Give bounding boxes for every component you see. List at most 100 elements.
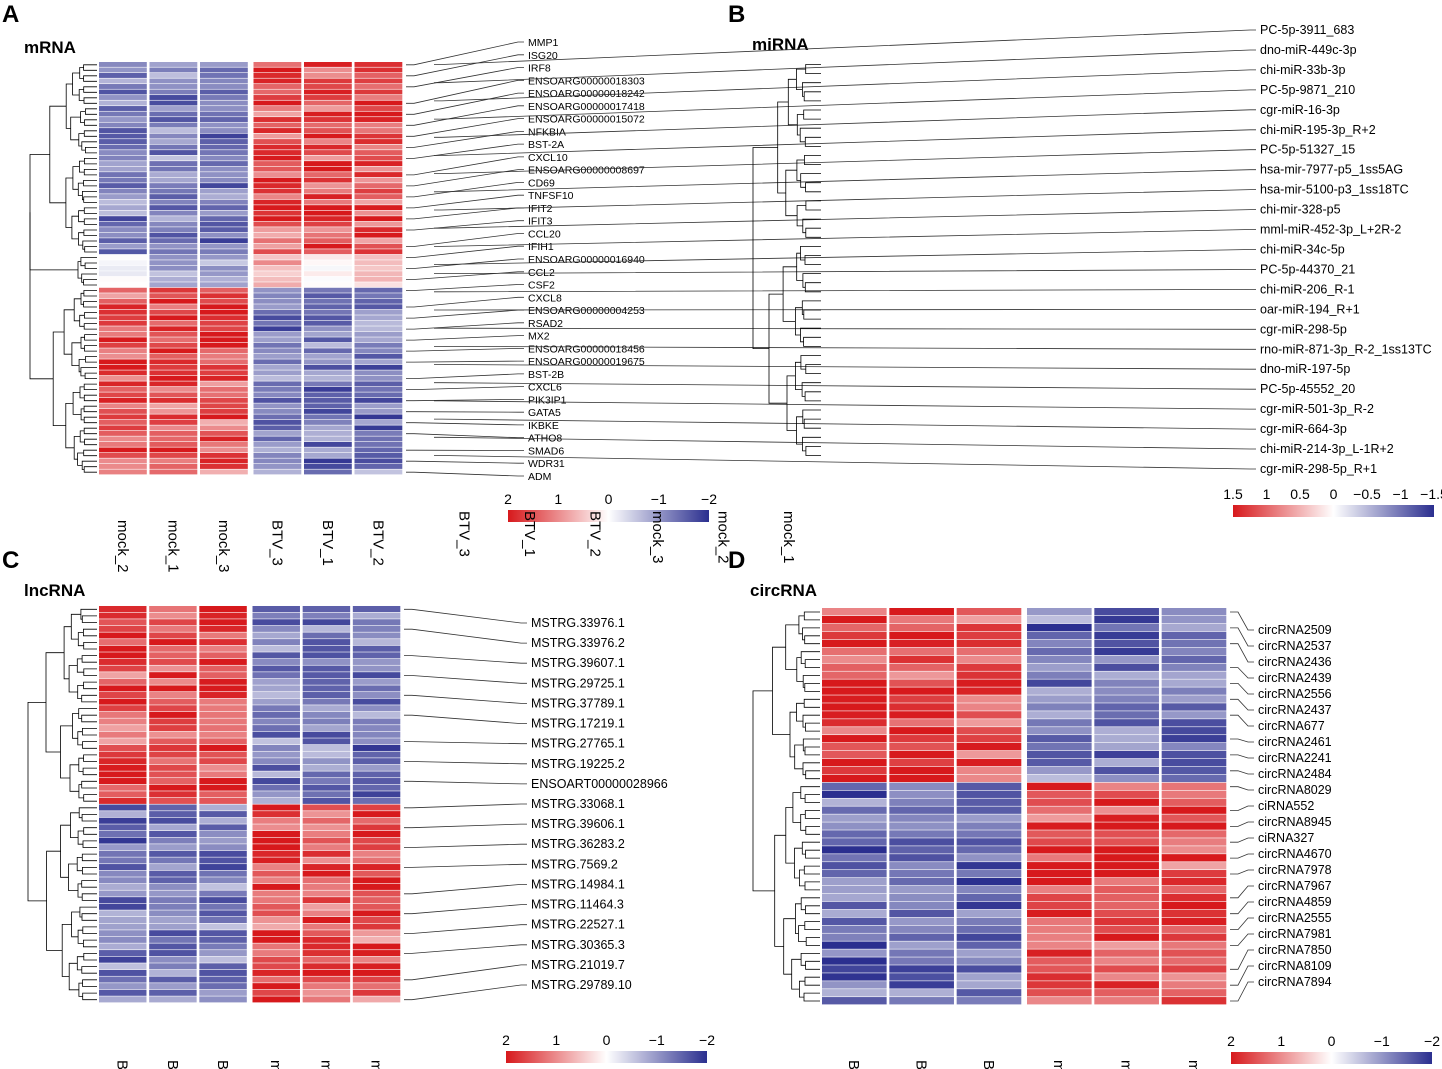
dendrogram-branch bbox=[79, 386, 85, 399]
heatmap-cell bbox=[822, 941, 887, 949]
heatmap-cell bbox=[1161, 615, 1227, 624]
heatmap-cell bbox=[149, 705, 197, 712]
row-label: ciRNA552 bbox=[1258, 799, 1314, 813]
row-label: circRNA2461 bbox=[1258, 735, 1332, 749]
heatmap-cell bbox=[1161, 790, 1227, 798]
heatmap-cell bbox=[352, 645, 401, 652]
label-connector bbox=[404, 714, 527, 724]
heatmap-cell bbox=[352, 652, 401, 659]
row-label: ENSOARG00000017418 bbox=[528, 101, 645, 113]
panel-letter: B bbox=[728, 1, 745, 28]
heatmap-cell bbox=[253, 320, 302, 326]
heatmap-cell bbox=[149, 232, 198, 238]
heatmap-cell bbox=[1161, 774, 1227, 783]
heatmap-cell bbox=[200, 166, 248, 172]
heatmap-cell bbox=[304, 370, 352, 376]
heatmap-cell bbox=[252, 976, 300, 983]
label-connector bbox=[434, 400, 1256, 410]
dendrogram-branch bbox=[787, 78, 798, 126]
label-connector bbox=[434, 49, 1256, 84]
heatmap-cell bbox=[149, 963, 197, 970]
dendrogram-branch bbox=[84, 119, 97, 126]
heatmap-cell bbox=[149, 95, 198, 100]
heatmap-cell bbox=[352, 943, 401, 950]
heatmap-cell bbox=[956, 870, 1022, 878]
heatmap-cell bbox=[149, 698, 197, 705]
heatmap-cell bbox=[1161, 830, 1227, 838]
heatmap-cell bbox=[889, 917, 954, 925]
dendrogram-branch bbox=[805, 722, 820, 732]
heatmap-cell bbox=[956, 687, 1022, 695]
dendrogram-branch bbox=[71, 911, 80, 938]
heatmap-cell bbox=[956, 790, 1022, 798]
heatmap-cell bbox=[352, 903, 401, 910]
heatmap-cell bbox=[352, 996, 401, 1003]
heatmap-cell bbox=[253, 117, 302, 122]
row-label: MSTRG.27765.1 bbox=[531, 737, 625, 751]
heatmap-cell bbox=[352, 811, 401, 818]
heatmap-cell bbox=[252, 804, 300, 811]
label-connector bbox=[404, 884, 527, 895]
heatmap-cell bbox=[99, 969, 147, 976]
heatmap-cell bbox=[354, 403, 403, 409]
heatmap-cell bbox=[889, 679, 954, 687]
heatmap-cell bbox=[956, 846, 1022, 854]
heatmap-cell bbox=[99, 260, 147, 266]
heatmap-cell bbox=[252, 963, 300, 970]
heatmap-cell bbox=[822, 782, 887, 791]
dendrogram-branch bbox=[77, 632, 84, 647]
dendrogram-branch bbox=[777, 101, 789, 194]
heatmap-cell bbox=[200, 436, 248, 442]
heatmap-cell bbox=[822, 901, 887, 910]
heatmap-cell bbox=[1027, 766, 1092, 775]
heatmap-cell bbox=[304, 397, 352, 403]
heatmap-cell bbox=[352, 751, 401, 758]
heatmap-cell bbox=[1161, 735, 1227, 743]
row-label: MSTRG.14984.1 bbox=[531, 877, 625, 891]
heatmap-cell bbox=[304, 304, 352, 310]
row-label: hsa-mir-5100-p3_1ss18TC bbox=[1260, 183, 1409, 197]
heatmap-cell bbox=[889, 997, 954, 1005]
heatmap-cell bbox=[1094, 766, 1159, 775]
heatmap-cell bbox=[889, 750, 954, 759]
dendrogram-branch bbox=[71, 215, 79, 240]
heatmap-cell bbox=[302, 989, 351, 996]
heatmap-cell bbox=[253, 128, 302, 133]
dendrogram-branch bbox=[46, 850, 63, 951]
dendrogram-branch bbox=[82, 767, 97, 776]
heatmap-cell bbox=[822, 822, 887, 830]
heatmap-cell bbox=[149, 375, 198, 381]
heatmap-cell bbox=[253, 342, 302, 348]
heatmap-cell bbox=[252, 943, 300, 950]
heatmap-cell bbox=[302, 619, 351, 626]
heatmap-cell bbox=[302, 784, 351, 791]
heatmap-cell bbox=[956, 909, 1022, 918]
heatmap-cell bbox=[822, 933, 887, 941]
heatmap-cell bbox=[252, 930, 300, 937]
heatmap-cell bbox=[252, 705, 300, 712]
heatmap-cell bbox=[199, 658, 247, 665]
heatmap-cell bbox=[253, 287, 302, 293]
heatmap-cell bbox=[199, 619, 247, 626]
dendrogram-branch bbox=[70, 613, 81, 640]
heatmap-cell bbox=[199, 645, 247, 652]
column-label: mock_2 bbox=[114, 520, 131, 573]
heatmap-cell bbox=[1094, 655, 1159, 663]
heatmap-cell bbox=[149, 672, 197, 679]
heatmap-cell bbox=[99, 183, 147, 189]
label-connector bbox=[404, 924, 527, 934]
heatmap-cell bbox=[354, 265, 403, 271]
heatmap-cell bbox=[822, 870, 887, 878]
heatmap-cell bbox=[149, 771, 197, 778]
heatmap-cell bbox=[253, 469, 302, 475]
heatmap-cell bbox=[1161, 949, 1227, 957]
row-label: PC-5p-44370_21 bbox=[1260, 262, 1355, 276]
heatmap-cell bbox=[199, 632, 247, 639]
heatmap-cell bbox=[252, 983, 300, 990]
legend-tick: 1.5 bbox=[1223, 486, 1243, 502]
heatmap-cell bbox=[354, 293, 403, 299]
heatmap-cell bbox=[304, 337, 352, 343]
heatmap-cell bbox=[253, 458, 302, 464]
heatmap-cell bbox=[99, 172, 147, 178]
heatmap-cell bbox=[1027, 671, 1092, 679]
